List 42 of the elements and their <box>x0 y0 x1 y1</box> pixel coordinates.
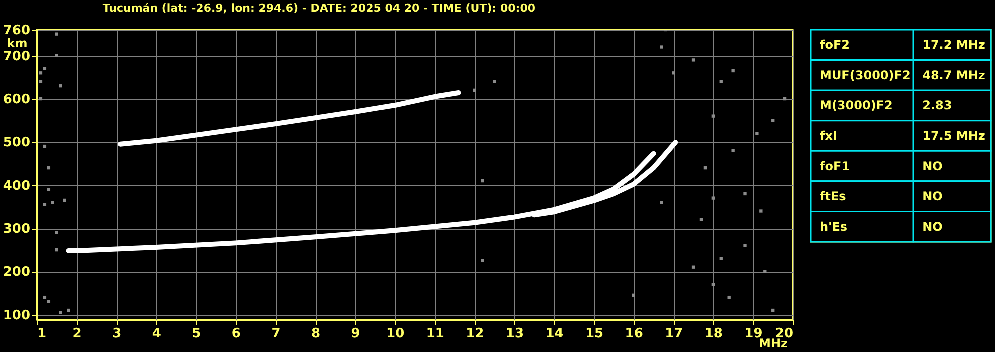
x-tick-label: 12 <box>466 326 484 342</box>
y-tick-label: 760 <box>3 24 30 38</box>
x-tick-label: 18 <box>704 326 723 342</box>
text: foF1 <box>820 159 850 174</box>
y-tick-label: 100 <box>3 308 30 324</box>
text: ftEs <box>820 190 846 204</box>
x-tick-label: 10 <box>386 326 405 342</box>
chart-title: Tucumán (lat: -26.9, lon: 294.6) - DATE: 2025 04 20 - TIME (UT): 00:00 <box>102 2 536 15</box>
text: MUF(3000)F2 <box>820 68 911 82</box>
text: fxI <box>820 129 838 143</box>
x-tick-label: 4 <box>152 326 162 342</box>
x-tick-label: 15 <box>586 326 604 342</box>
x-tick-label: 1 <box>38 326 47 342</box>
text: foF2 <box>820 38 850 52</box>
y-tick-label: 200 <box>3 265 30 280</box>
y-tick-label: 300 <box>3 222 30 238</box>
text: NO <box>922 220 943 234</box>
x-tick-label: 3 <box>112 326 122 342</box>
x-tick-label: 11 <box>426 326 444 342</box>
x-tick-label: 16 <box>625 326 644 342</box>
y-tick-label: 500 <box>3 136 30 151</box>
y-tick-label: 600 <box>3 92 30 108</box>
x-tick-label: 5 <box>192 326 202 342</box>
y-tick-label: 700 <box>3 49 30 64</box>
y-axis-title: km <box>7 36 28 50</box>
x-tick-label: 7 <box>272 326 281 342</box>
text: 17.2 MHz <box>922 38 986 52</box>
x-tick-label: 13 <box>506 326 524 342</box>
x-tick-label: 8 <box>312 326 321 342</box>
x-tick-label: 6 <box>232 326 241 342</box>
text: NO <box>922 159 943 174</box>
x-tick-label: 9 <box>351 326 360 342</box>
text: 17.5 MHz <box>922 129 986 143</box>
text: 48.7 MHz <box>922 68 986 82</box>
x-tick-label: 14 <box>546 326 564 342</box>
y-tick-label: 400 <box>3 178 30 194</box>
text: NO <box>922 190 943 204</box>
text: 2.83 <box>922 98 952 113</box>
x-tick-label: 2 <box>72 326 82 342</box>
text: M(3000)F2 <box>820 98 893 113</box>
text: h'Es <box>820 220 848 234</box>
x-tick-label: 17 <box>665 326 684 342</box>
